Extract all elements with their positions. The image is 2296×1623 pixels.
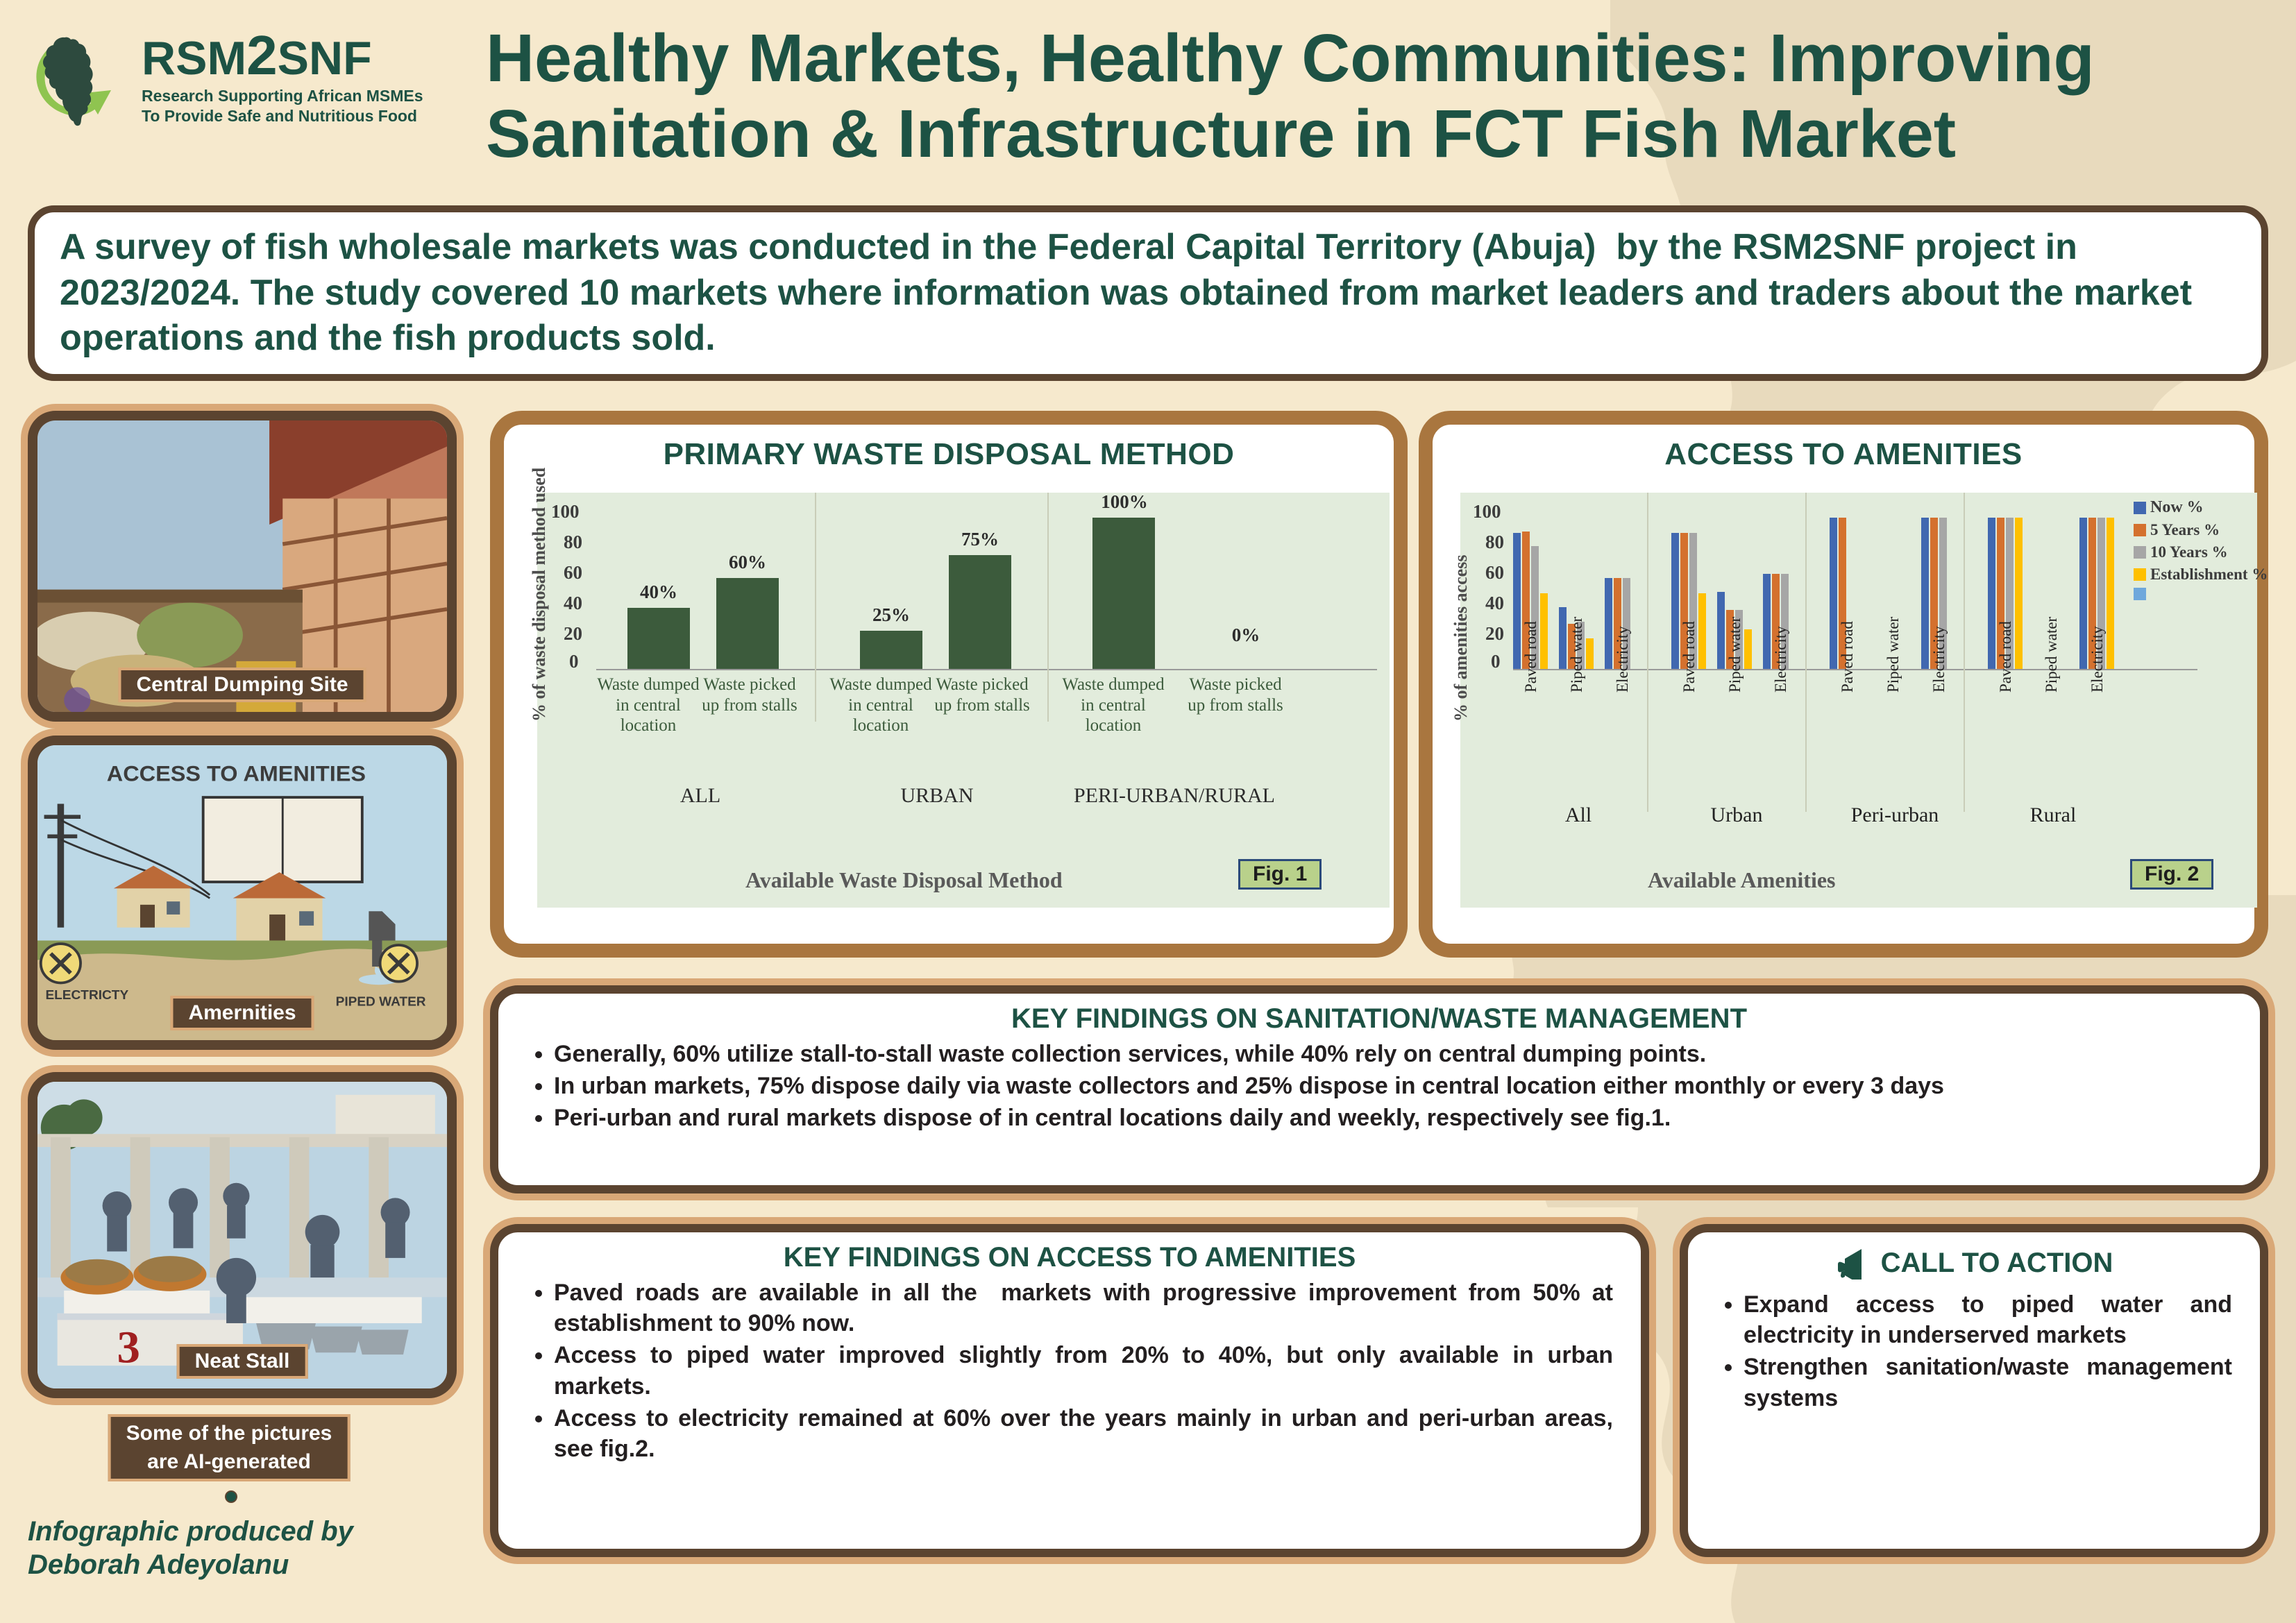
svg-text:ACCESS TO AMENITIES: ACCESS TO AMENITIES [107,761,366,786]
svg-text:3: 3 [117,1323,140,1373]
svg-text:ELECTRICTY: ELECTRICTY [45,988,128,1003]
svg-text:PIPED WATER: PIPED WATER [336,994,426,1009]
